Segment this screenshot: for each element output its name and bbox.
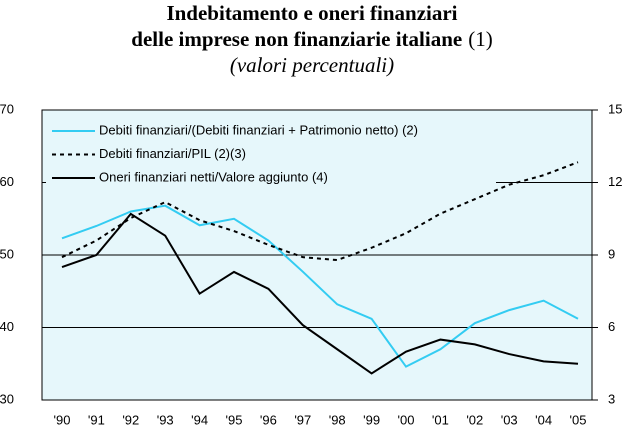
x-tick-label: '90 xyxy=(54,412,71,427)
legend-label: Debiti finanziari/PIL (2)(3) xyxy=(99,146,246,161)
plot-frame xyxy=(41,109,593,401)
x-tick-label: '94 xyxy=(191,412,208,427)
x-tick-label: '02 xyxy=(466,412,483,427)
x-tick-label: '92 xyxy=(122,412,139,427)
x-tick-label: '04 xyxy=(535,412,552,427)
y2-tick-label: 12 xyxy=(608,174,622,189)
chart-title: Indebitamento e oneri finanziari xyxy=(166,1,457,25)
x-tick-label: '96 xyxy=(260,412,277,427)
x-tick-label: '95 xyxy=(226,412,243,427)
x-tick-label: '93 xyxy=(157,412,174,427)
y2-tick-label: 15 xyxy=(608,101,622,116)
y2-tick-label: 6 xyxy=(608,319,615,334)
legend-label: Debiti finanziari/(Debiti finanziari + P… xyxy=(99,122,418,137)
chart-title: delle imprese non finanziarie italiane xyxy=(131,27,462,51)
legend-label: Oneri finanziari netti/Valore aggiunto (… xyxy=(99,169,328,184)
y2-tick-label: 9 xyxy=(608,246,615,261)
x-tick-label: '05 xyxy=(570,412,587,427)
y2-tick-label: 3 xyxy=(608,391,615,406)
title-note: (1) xyxy=(468,27,493,51)
y-tick-label: 60 xyxy=(0,174,14,189)
x-tick-label: '01 xyxy=(432,412,449,427)
x-tick-label: '99 xyxy=(363,412,380,427)
series-line xyxy=(61,161,579,262)
x-tick-label: '00 xyxy=(398,412,415,427)
x-tick-label: '03 xyxy=(501,412,518,427)
chart-title-line: delle imprese non finanziarie italiane (1… xyxy=(131,27,492,51)
y-tick-label: 70 xyxy=(0,101,14,116)
x-tick-label: '91 xyxy=(88,412,105,427)
x-tick-label: '98 xyxy=(329,412,346,427)
legend-box xyxy=(46,116,496,190)
series-line xyxy=(61,212,579,375)
x-tick-label: '97 xyxy=(294,412,311,427)
series-line xyxy=(61,204,579,368)
y-tick-label: 30 xyxy=(0,391,14,406)
y-tick-label: 40 xyxy=(0,319,14,334)
chart-subtitle: (valori percentuali) xyxy=(230,53,394,77)
y-tick-label: 50 xyxy=(0,246,14,261)
